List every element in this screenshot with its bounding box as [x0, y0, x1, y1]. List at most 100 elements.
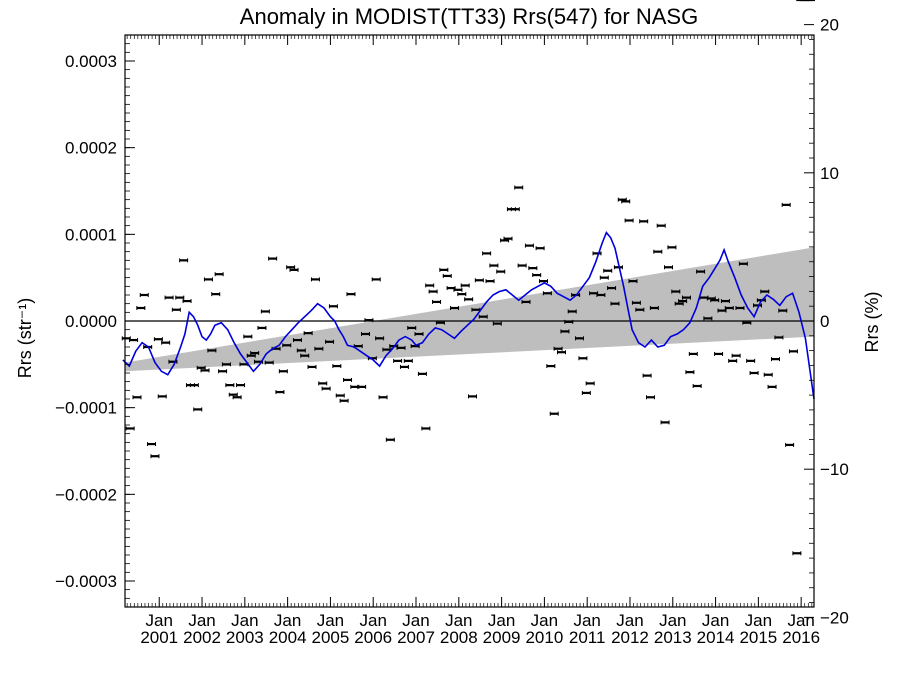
right-y-axis-label: Rrs (%) — [862, 292, 882, 353]
data-point — [407, 325, 417, 330]
data-point — [553, 346, 563, 351]
data-point — [674, 301, 684, 306]
data-point — [179, 258, 189, 263]
data-point — [539, 279, 549, 284]
data-point — [517, 263, 527, 268]
data-point — [250, 351, 260, 356]
data-point — [596, 293, 606, 297]
data-point — [310, 277, 320, 282]
data-point — [485, 279, 495, 284]
data-point — [728, 358, 738, 363]
data-point — [414, 332, 424, 336]
x-tick-label-month: Jan — [616, 611, 643, 630]
data-point — [153, 337, 163, 342]
data-point — [339, 398, 349, 403]
data-point — [403, 358, 413, 363]
data-point — [599, 275, 609, 280]
data-point — [678, 299, 688, 304]
data-point — [656, 223, 666, 228]
data-point — [275, 390, 285, 395]
data-point — [624, 218, 634, 223]
data-point — [203, 277, 213, 282]
data-point — [393, 358, 403, 363]
right-tick-label: 20 — [820, 16, 839, 35]
right-tick-label: −20 — [820, 608, 849, 627]
data-point — [150, 454, 160, 459]
data-point — [535, 246, 545, 251]
smoothed-series-line — [122, 231, 815, 400]
data-point — [214, 272, 224, 277]
data-point — [724, 306, 734, 310]
data-point — [457, 292, 467, 297]
data-point — [492, 321, 502, 326]
data-point — [346, 292, 356, 297]
data-point — [193, 407, 203, 412]
data-point — [136, 306, 146, 310]
data-point — [503, 236, 513, 241]
left-y-axis-label: Rrs (str⁻¹) — [15, 298, 35, 378]
data-point — [496, 269, 506, 274]
data-point — [300, 353, 310, 358]
data-point — [560, 329, 570, 334]
x-tick-label-year: 2010 — [525, 628, 563, 647]
data-point — [660, 420, 670, 425]
x-tick-label-year: 2001 — [140, 628, 178, 647]
data-point — [296, 348, 306, 353]
x-tick-label-year: 2003 — [226, 628, 264, 647]
data-point — [396, 345, 406, 350]
data-point — [303, 331, 313, 336]
data-point — [720, 299, 730, 304]
data-point — [770, 357, 780, 362]
data-point — [574, 336, 584, 341]
data-point — [585, 381, 595, 386]
x-tick-label-year: 2005 — [312, 628, 350, 647]
x-tick-label-year: 2016 — [782, 628, 820, 647]
data-point — [735, 306, 745, 310]
x-tick-label-month: Jan — [146, 611, 173, 630]
x-tick-label-month: Jan — [659, 611, 686, 630]
data-point — [581, 390, 591, 395]
x-tick-label-month: Jan — [402, 611, 429, 630]
data-point — [332, 364, 342, 369]
data-point — [489, 263, 499, 268]
data-point — [788, 349, 798, 354]
x-tick-label-year: 2014 — [697, 628, 735, 647]
x-tick-label-month: Jan — [360, 611, 387, 630]
data-point — [749, 371, 759, 375]
data-point — [603, 268, 613, 273]
x-tick-label-year: 2002 — [183, 628, 221, 647]
data-point — [774, 335, 784, 340]
data-point — [532, 273, 542, 278]
data-point — [635, 307, 645, 312]
data-point — [621, 199, 631, 204]
data-point — [528, 266, 538, 271]
x-tick-label-month: Jan — [702, 611, 729, 630]
left-tick-label: −0.0002 — [55, 485, 117, 504]
data-point — [731, 353, 741, 358]
data-point — [282, 343, 292, 348]
left-y-axis: −0.0003 −0.0002 −0.0001 0.0000 0.0001 0.0002 0… — [55, 43, 135, 608]
data-point — [688, 351, 698, 356]
data-point — [557, 350, 567, 355]
data-point — [738, 261, 748, 266]
left-tick-label: 0.0001 — [65, 225, 117, 244]
x-tick-label-month: Jan — [274, 611, 301, 630]
data-point — [696, 269, 706, 274]
data-point — [125, 426, 135, 431]
data-point — [157, 394, 167, 399]
x-tick-label-month: Jan — [317, 611, 344, 630]
data-point — [760, 289, 770, 294]
data-point — [257, 325, 267, 330]
data-point — [510, 207, 520, 212]
data-point — [717, 308, 727, 313]
x-tick-label-year: 2007 — [397, 628, 435, 647]
data-point — [607, 286, 617, 291]
right-tick-label: 0 — [820, 312, 829, 331]
left-tick-label: 0.0003 — [65, 52, 117, 71]
data-point — [289, 267, 299, 272]
data-point — [464, 297, 474, 302]
data-point — [378, 395, 388, 400]
data-point — [225, 383, 235, 388]
data-point — [357, 384, 367, 389]
data-point — [542, 291, 552, 296]
